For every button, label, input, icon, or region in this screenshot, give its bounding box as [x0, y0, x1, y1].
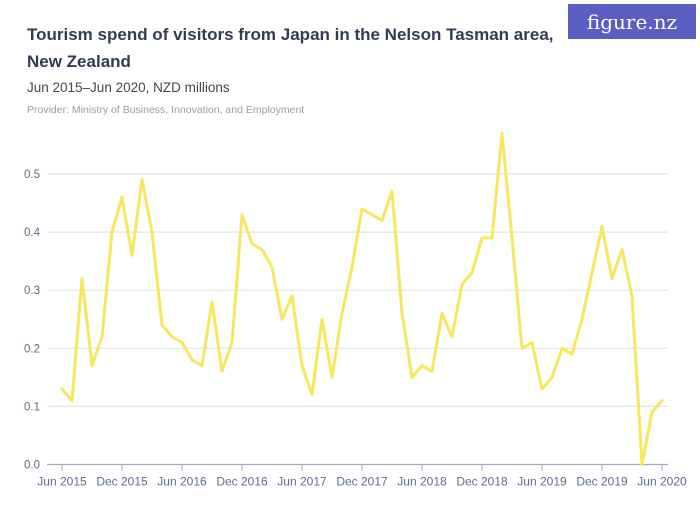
- y-axis-tick-label: 0.4: [24, 227, 41, 239]
- x-axis-tick-label: Jun 2015: [37, 475, 87, 489]
- x-axis-tick-label: Dec 2019: [576, 475, 628, 489]
- y-axis-tick-label: 0.0: [24, 460, 40, 472]
- x-axis-tick-label: Jun 2018: [397, 475, 447, 489]
- x-axis-tick-label: Dec 2015: [96, 475, 148, 489]
- provider-credit: Provider: Ministry of Business, Innovati…: [27, 104, 305, 116]
- x-axis-tick-label: Jun 2017: [277, 475, 327, 489]
- x-axis-tick-label: Dec 2016: [216, 475, 268, 489]
- x-axis-tick-label: Jun 2020: [637, 475, 687, 489]
- x-axis-tick-label: Jun 2019: [517, 475, 567, 489]
- x-axis-tick-label: Jun 2016: [157, 475, 207, 489]
- page-title: Tourism spend of visitors from Japan in …: [27, 25, 554, 71]
- y-axis-tick-label: 0.5: [24, 169, 40, 181]
- y-axis-tick-label: 0.3: [24, 285, 40, 297]
- y-axis-tick-label: 0.2: [24, 343, 40, 355]
- x-axis-tick-label: Dec 2018: [456, 475, 508, 489]
- tourism-spend-series-line: [60, 131, 664, 466]
- y-axis-tick-label: 0.1: [24, 401, 40, 413]
- x-axis-tick-label: Dec 2017: [336, 475, 388, 489]
- figure-nz-logo[interactable]: figure.nz: [568, 4, 696, 39]
- figure-nz-logo-text: figure.nz: [586, 9, 678, 34]
- chart-subtitle: Jun 2015–Jun 2020, NZD millions: [27, 80, 230, 95]
